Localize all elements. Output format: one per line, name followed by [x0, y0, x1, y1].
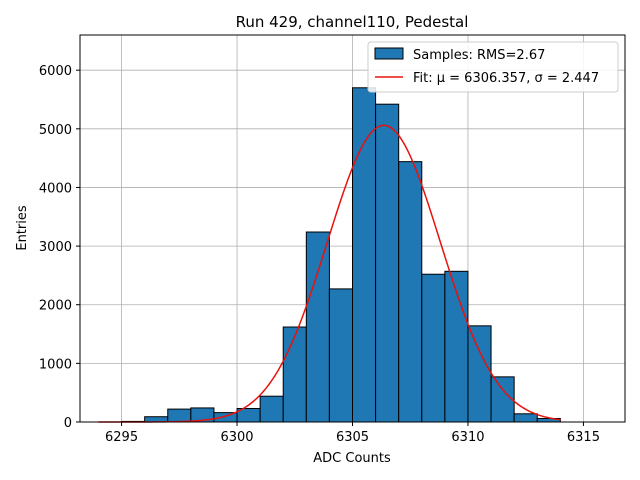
y-axis-ticks: 0 1000 2000 3000 4000 5000 6000	[39, 64, 80, 431]
legend-fit-label: Fit: μ = 6306.357, σ = 2.447	[413, 71, 599, 86]
x-tick-label: 6305	[336, 430, 369, 445]
x-axis-label: ADC Counts	[313, 451, 391, 466]
y-tick-label: 5000	[39, 123, 72, 138]
y-tick-label: 4000	[39, 181, 72, 196]
x-tick-label: 6295	[105, 430, 138, 445]
histogram-bar	[167, 408, 192, 423]
legend: Samples: RMS=2.67 Fit: μ = 6306.357, σ =…	[367, 41, 619, 93]
legend-box	[367, 41, 619, 93]
chart-title: Run 429, channel110, Pedestal	[236, 13, 469, 31]
x-tick-label: 6310	[451, 430, 484, 445]
x-tick-label: 6300	[220, 430, 253, 445]
x-tick-label: 6315	[567, 430, 600, 445]
y-tick-label: 2000	[39, 299, 72, 314]
x-axis-ticks: 6295 6300 6305 6310 6315	[105, 422, 600, 445]
y-tick-label: 3000	[39, 240, 72, 255]
histogram-bars	[121, 87, 561, 423]
histogram-bar	[398, 161, 423, 423]
legend-patch-swatch	[374, 47, 404, 60]
histogram-bar	[513, 413, 538, 423]
y-tick-label: 1000	[39, 357, 72, 372]
legend-samples-label: Samples: RMS=2.67	[413, 48, 545, 63]
histogram-bar	[259, 395, 284, 423]
histogram-bar	[352, 87, 377, 423]
histogram-bar	[375, 103, 400, 423]
histogram-bar	[490, 376, 515, 423]
histogram-bar	[421, 273, 446, 423]
histogram-bar	[467, 325, 492, 423]
y-axis-label: Entries	[15, 205, 30, 251]
histogram-bar	[305, 231, 330, 423]
y-tick-label: 6000	[39, 64, 72, 79]
y-tick-label: 0	[64, 416, 72, 431]
histogram-bar	[328, 288, 353, 423]
histogram-bar	[282, 326, 307, 423]
